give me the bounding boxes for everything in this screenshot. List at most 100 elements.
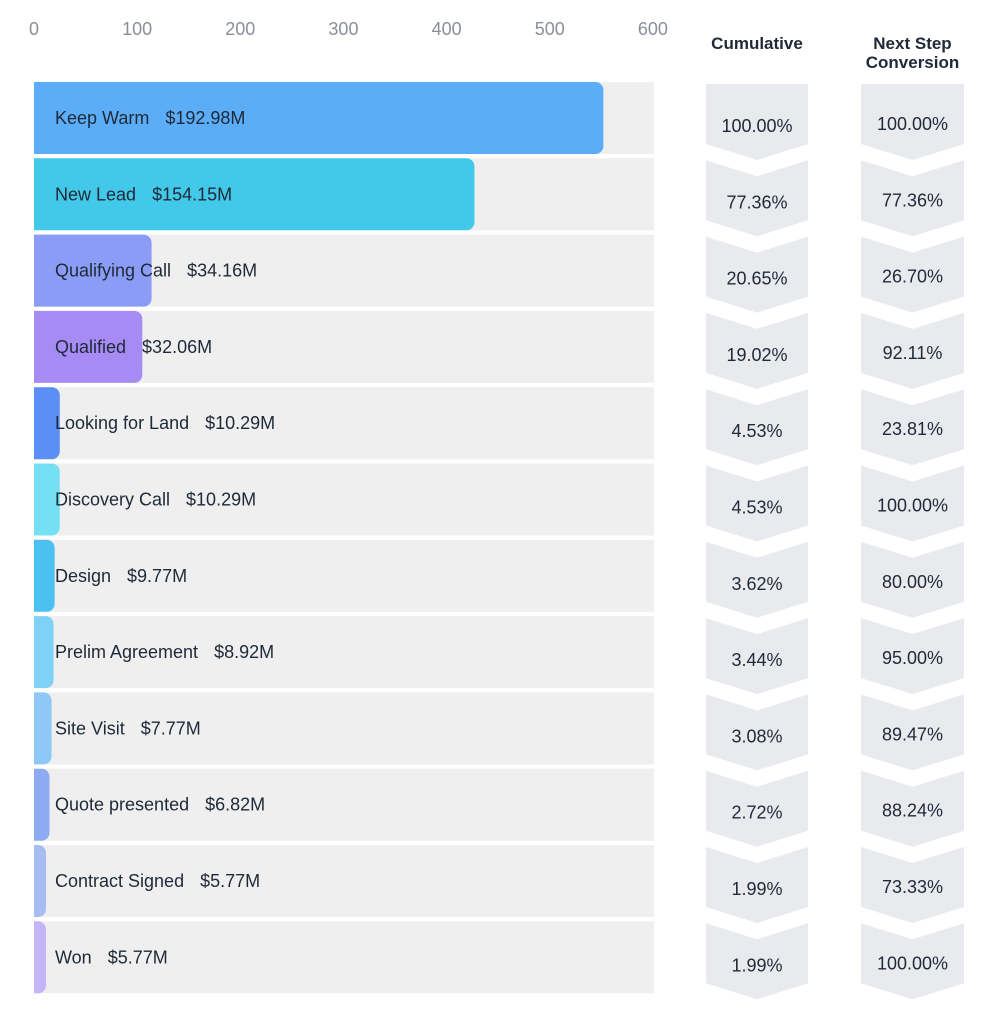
bar — [26, 158, 475, 231]
next-step-value: 100.00% — [877, 114, 948, 134]
cumulative-chevron — [706, 770, 808, 847]
next-step-value: 100.00% — [877, 953, 948, 973]
x-axis: 0 100 200 300 400 500 600 — [29, 19, 668, 39]
funnel-row: Site Visit $7.77M 3.08% 89.47% — [26, 692, 964, 771]
bar-left-mask — [26, 463, 34, 536]
bar-track — [34, 768, 654, 841]
bar-left-mask — [26, 82, 34, 154]
cumulative-value: 19.02% — [726, 345, 787, 365]
x-tick-label: 600 — [638, 19, 668, 39]
stage-amount-label: $8.92M — [214, 642, 274, 662]
cumulative-chevron — [706, 541, 808, 618]
cumulative-chevron — [706, 694, 808, 771]
stage-name-label: Prelim Agreement — [55, 642, 198, 662]
next-step-value: 88.24% — [882, 801, 943, 821]
next-step-value: 89.47% — [882, 724, 943, 744]
stage-amount-label: $34.16M — [187, 261, 257, 281]
next-step-chevron — [861, 160, 964, 237]
cumulative-value: 3.44% — [731, 650, 782, 670]
stage-name-label: Looking for Land — [55, 413, 189, 433]
next-step-chevron — [861, 847, 964, 923]
next-step-chevron — [861, 923, 964, 1000]
stage-amount-label: $5.77M — [200, 871, 260, 891]
stage-name-label: Discovery Call — [55, 490, 170, 510]
next-step-chevron — [861, 618, 964, 695]
next-step-value: 95.00% — [882, 648, 943, 668]
cumulative-chevron — [706, 84, 808, 160]
funnel-row: Design $9.77M 3.62% 80.00% — [26, 539, 964, 618]
bar — [26, 82, 604, 154]
stage-amount-label: $7.77M — [141, 718, 201, 738]
stage-name-label: Qualified — [55, 337, 126, 357]
bar-left-mask — [26, 692, 34, 765]
cumulative-chevron — [706, 465, 808, 542]
next-step-chevron — [861, 465, 964, 542]
x-tick-label: 300 — [328, 19, 358, 39]
bar-track — [34, 616, 654, 689]
bar-track — [34, 539, 654, 612]
bar-track — [34, 463, 654, 536]
bar-left-mask — [26, 616, 34, 689]
next-step-header: Next Step — [873, 34, 951, 53]
x-tick-label: 0 — [29, 19, 39, 39]
cumulative-chevron — [706, 847, 808, 923]
stage-amount-label: $6.82M — [205, 795, 265, 815]
stage-name-label: Design — [55, 566, 111, 586]
cumulative-chevron — [706, 160, 808, 237]
bar — [26, 387, 60, 460]
stage-amount-label: $154.15M — [152, 184, 232, 204]
bar-left-mask — [26, 310, 34, 383]
next-step-chevron — [861, 389, 964, 466]
bar-track — [34, 387, 654, 460]
bar-track — [34, 845, 654, 917]
cumulative-value: 4.53% — [731, 421, 782, 441]
bar — [26, 463, 60, 536]
funnel-row: Prelim Agreement $8.92M 3.44% 95.00% — [26, 616, 964, 695]
next-step-chevron — [861, 84, 964, 160]
stage-amount-label: $5.77M — [108, 947, 168, 967]
next-step-chevron — [861, 312, 964, 389]
stage-amount-label: $32.06M — [142, 337, 212, 357]
cumulative-value: 2.72% — [731, 803, 782, 823]
stage-name-label: Site Visit — [55, 718, 125, 738]
next-step-chevron — [861, 694, 964, 771]
next-step-value: 26.70% — [882, 267, 943, 287]
cumulative-value: 100.00% — [721, 116, 792, 136]
funnel-row: Quote presented $6.82M 2.72% 88.24% — [26, 768, 964, 847]
cumulative-chevron — [706, 236, 808, 313]
stage-name-label: Keep Warm — [55, 108, 149, 128]
cumulative-value: 1.99% — [731, 955, 782, 975]
x-tick-label: 500 — [535, 19, 565, 39]
next-step-value: 92.11% — [883, 343, 943, 363]
bar-left-mask — [26, 845, 34, 917]
funnel-row: New Lead $154.15M 77.36% 77.36% — [26, 158, 964, 237]
funnel-row: Keep Warm $192.98M 100.00% 100.00% — [26, 82, 964, 160]
bar-left-mask — [26, 158, 34, 231]
stage-name-label: Won — [55, 947, 92, 967]
funnel-row: Qualified $32.06M 19.02% 92.11% — [26, 310, 964, 389]
bar — [26, 310, 143, 383]
next-step-chevron — [861, 770, 964, 847]
funnel-row: Looking for Land $10.29M 4.53% 23.81% — [26, 387, 964, 466]
funnel-row: Contract Signed $5.77M 1.99% 73.33% — [26, 845, 964, 923]
stage-amount-label: $10.29M — [186, 490, 256, 510]
x-tick-label: 100 — [122, 19, 152, 39]
funnel-row: Discovery Call $10.29M 4.53% 100.00% — [26, 463, 964, 542]
x-tick-label: 200 — [225, 19, 255, 39]
bar-left-mask — [26, 921, 34, 994]
stage-name-label: Quote presented — [55, 795, 189, 815]
bar-left-mask — [26, 539, 34, 612]
bar — [26, 234, 152, 307]
stage-name-label: Qualifying Call — [55, 261, 171, 281]
bar-left-mask — [26, 387, 34, 460]
cumulative-value: 4.53% — [731, 498, 782, 518]
bar-left-mask — [26, 234, 34, 307]
stage-amount-label: $9.77M — [127, 566, 187, 586]
stage-name-label: Contract Signed — [55, 871, 184, 891]
cumulative-value: 3.62% — [731, 574, 782, 594]
next-step-value: 100.00% — [877, 496, 948, 516]
funnel-row: Qualifying Call $34.16M 20.65% 26.70% — [26, 234, 964, 313]
cumulative-chevron — [706, 312, 808, 389]
